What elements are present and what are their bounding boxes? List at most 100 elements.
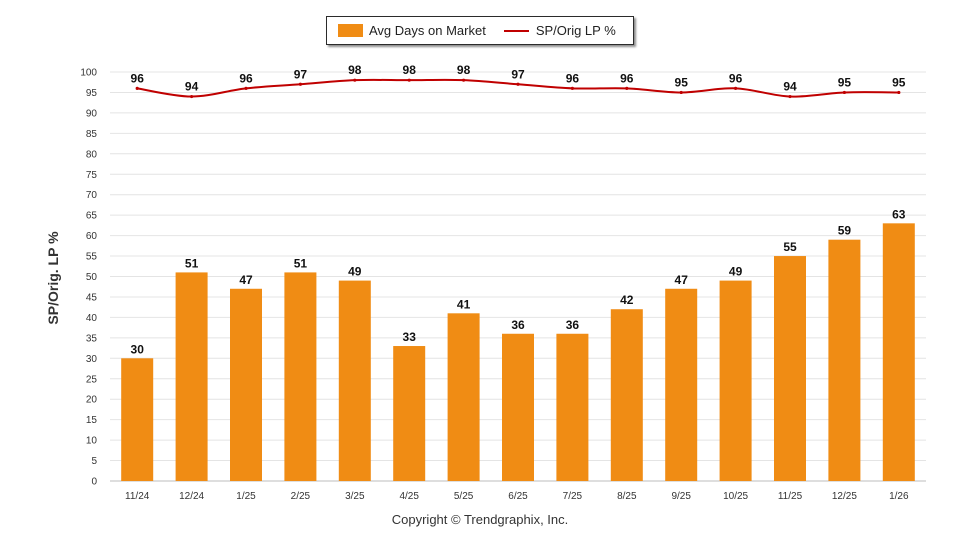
y-tick-label: 70 (86, 190, 98, 201)
line-point (407, 78, 411, 82)
line-data-label: 97 (511, 67, 525, 81)
bar-data-label: 42 (620, 293, 634, 307)
line-point (679, 90, 683, 95)
line-point (842, 90, 847, 95)
bar (121, 358, 154, 481)
bar-data-label: 36 (566, 318, 580, 332)
y-tick-label: 75 (86, 170, 98, 181)
y-tick-label: 80 (86, 149, 98, 160)
line-point (788, 94, 792, 99)
bar-data-label: 49 (729, 265, 743, 279)
y-tick-label: 55 (86, 252, 98, 263)
y-tick-label: 100 (80, 68, 97, 79)
legend-item-line: SP/Orig LP % (486, 23, 616, 38)
line-point (244, 86, 248, 90)
line-point (625, 86, 629, 90)
x-tick-label: 5/25 (454, 491, 474, 502)
bar (338, 280, 371, 481)
x-tick-label: 12/25 (832, 491, 857, 502)
line-data-label: 97 (294, 67, 308, 81)
bar-data-label: 36 (511, 318, 525, 332)
line-data-label: 98 (403, 63, 417, 77)
legend-swatch-line (503, 29, 529, 32)
line-data-label: 95 (838, 75, 852, 89)
bar (393, 346, 426, 481)
line-point (897, 90, 901, 95)
y-tick-label: 0 (91, 477, 97, 488)
bar (175, 272, 208, 481)
line-data-label: 96 (239, 71, 253, 85)
legend-item-bar: Avg Days on Market (327, 23, 486, 38)
x-tick-label: 9/25 (671, 491, 691, 502)
bar (610, 309, 643, 481)
line-data-label: 96 (729, 71, 743, 85)
line-data-label: 98 (348, 63, 362, 77)
legend-label-bar: Avg Days on Market (369, 23, 486, 38)
bar-data-labels: 30 51 47 51 49 33 41 36 36 42 47 49 55 59 63 (131, 207, 906, 356)
x-tick-label: 6/25 (508, 491, 528, 502)
y-tick-label: 10 (86, 436, 98, 447)
chart-plot: 0 5 10 15 20 25 30 35 40 45 50 55 60 65 70 75 80 85 90 95 10… (45, 63, 926, 502)
bar (882, 223, 915, 481)
bar-data-label: 47 (675, 273, 689, 287)
line-data-label: 96 (566, 71, 580, 85)
legend-swatch-bar (338, 24, 363, 37)
x-tick-label: 1/26 (889, 491, 909, 502)
line-point (734, 86, 738, 90)
y-tick-label: 20 (86, 395, 98, 406)
line-data-labels: 96 94 96 97 98 98 98 97 96 96 95 96 94 95 95 (131, 63, 906, 93)
bar (828, 239, 861, 481)
x-tick-label: 1/25 (236, 491, 256, 502)
line-point (462, 78, 466, 82)
line-series (135, 78, 901, 99)
y-tick-label: 95 (86, 88, 98, 99)
y-tick-label: 15 (86, 415, 98, 426)
x-tick-label: 8/25 (617, 491, 637, 502)
bar (447, 313, 480, 481)
bar-data-label: 59 (838, 224, 852, 238)
x-tick-label: 12/24 (179, 491, 204, 502)
y-tick-label: 50 (86, 272, 98, 283)
line-point (353, 78, 357, 82)
y-tick-label: 5 (91, 456, 97, 467)
bar-data-label: 33 (403, 330, 417, 344)
bar (665, 288, 698, 481)
bar (502, 333, 534, 481)
x-tick-label: 2/25 (291, 491, 311, 502)
line-point (516, 82, 520, 86)
y-tick-label: 65 (86, 211, 98, 222)
y-tick-label: 85 (86, 129, 98, 140)
bar (284, 272, 317, 481)
line-data-label: 98 (457, 63, 471, 77)
y-tick-label: 45 (86, 292, 98, 303)
line-point (298, 82, 302, 86)
bar (774, 256, 806, 481)
line-data-label: 95 (675, 75, 689, 89)
bar-data-label: 41 (457, 297, 471, 311)
y-tick-label: 30 (86, 354, 98, 365)
x-tick-label: 7/25 (563, 491, 583, 502)
bar-data-label: 30 (131, 342, 145, 356)
bar (230, 288, 262, 481)
y-tick-label: 35 (86, 333, 98, 344)
line-data-label: 96 (131, 71, 145, 85)
chart-legend: Avg Days on Market SP/Orig LP % (326, 16, 634, 45)
x-tick-label: 10/25 (723, 491, 748, 502)
line-data-label: 94 (185, 80, 199, 94)
x-tick-label: 11/25 (778, 491, 803, 502)
line-point (135, 86, 139, 90)
line-data-label: 96 (620, 71, 634, 85)
x-tick-label: 3/25 (345, 491, 365, 502)
bar-data-label: 49 (348, 265, 362, 279)
x-tick-label: 4/25 (399, 491, 419, 502)
y-tick-label: 90 (86, 108, 98, 119)
y-tick-labels: 0 5 10 15 20 25 30 35 40 45 50 55 60 65 70 75 80 85 90 95 10… (80, 68, 97, 488)
bar-data-label: 55 (783, 240, 797, 254)
bar-data-label: 63 (892, 207, 906, 221)
line-point (570, 86, 575, 90)
x-tick-label: 11/24 (125, 491, 150, 502)
bar-data-label: 47 (239, 273, 253, 287)
bar-series (121, 223, 915, 481)
bar (556, 333, 589, 481)
legend-label-line: SP/Orig LP % (535, 23, 616, 38)
